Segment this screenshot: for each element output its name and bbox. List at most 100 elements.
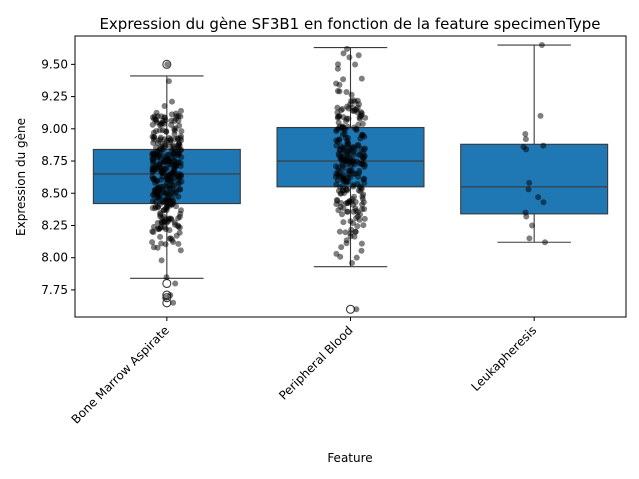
- data-point: [149, 121, 156, 128]
- data-point: [178, 107, 184, 114]
- data-point: [163, 274, 170, 281]
- data-point: [164, 184, 171, 191]
- data-point: [347, 233, 354, 240]
- data-point: [149, 239, 156, 246]
- data-point: [348, 91, 355, 98]
- data-point: [358, 146, 365, 152]
- data-point: [170, 299, 177, 306]
- data-point: [168, 111, 175, 118]
- x-tick-label: Peripheral Blood: [276, 323, 355, 402]
- data-point: [154, 148, 161, 155]
- data-point: [149, 205, 156, 211]
- data-point: [335, 61, 341, 68]
- data-point: [529, 222, 536, 229]
- data-point: [172, 280, 179, 287]
- data-point: [353, 207, 360, 214]
- data-point: [158, 257, 165, 264]
- data-point: [156, 161, 162, 168]
- data-point: [174, 135, 181, 142]
- data-point: [336, 228, 343, 235]
- data-point: [351, 146, 358, 153]
- data-point: [361, 133, 368, 140]
- data-point: [177, 163, 184, 170]
- x-tick-label: Leukapheresis: [469, 323, 540, 394]
- data-point: [163, 128, 170, 135]
- data-point: [176, 224, 183, 231]
- data-point: [340, 154, 346, 160]
- y-tick-label: 8.50: [41, 186, 68, 200]
- data-point: [334, 88, 341, 94]
- data-point: [352, 228, 359, 235]
- data-point: [526, 235, 533, 242]
- data-point: [160, 213, 167, 220]
- data-point: [175, 240, 182, 247]
- data-point: [360, 222, 367, 229]
- data-point: [175, 193, 182, 200]
- data-point: [351, 108, 358, 114]
- data-point: [525, 186, 532, 193]
- data-point: [340, 76, 347, 83]
- data-point: [161, 136, 168, 143]
- data-point: [356, 115, 363, 122]
- data-point: [345, 105, 352, 112]
- data-point: [163, 190, 170, 197]
- data-point: [173, 115, 180, 122]
- data-point: [355, 121, 362, 128]
- strip-points: [149, 61, 185, 306]
- data-point: [169, 98, 175, 105]
- data-point: [354, 142, 361, 149]
- box-iqr: [460, 143, 609, 215]
- data-point: [526, 179, 533, 186]
- data-point: [164, 61, 171, 68]
- data-point: [347, 218, 354, 225]
- data-point: [161, 218, 168, 225]
- data-point: [157, 233, 164, 240]
- data-point: [522, 136, 529, 143]
- data-point: [153, 128, 159, 135]
- x-axis-label: Feature: [327, 451, 372, 465]
- data-point: [356, 160, 363, 167]
- data-point: [176, 140, 183, 147]
- data-point: [177, 210, 184, 217]
- data-point: [156, 225, 163, 232]
- data-point: [335, 207, 342, 214]
- data-point: [152, 179, 159, 186]
- data-point: [172, 221, 178, 228]
- y-tick-label: 9.25: [41, 90, 68, 104]
- data-point: [542, 239, 548, 246]
- outlier-point: [162, 59, 172, 69]
- data-point: [339, 165, 346, 172]
- data-point: [156, 185, 163, 192]
- data-point: [173, 232, 180, 239]
- data-point: [150, 244, 157, 251]
- data-point: [333, 170, 340, 177]
- data-point: [165, 156, 172, 163]
- data-point: [359, 120, 366, 127]
- data-point: [161, 158, 167, 165]
- data-point: [169, 171, 176, 178]
- data-point: [335, 125, 342, 132]
- data-point: [353, 306, 360, 313]
- data-point: [339, 211, 345, 218]
- data-point: [158, 240, 165, 247]
- data-point: [343, 240, 350, 247]
- data-point: [333, 80, 340, 87]
- data-point: [151, 189, 158, 196]
- data-point: [344, 157, 351, 164]
- data-point: [161, 103, 168, 109]
- data-point: [168, 121, 175, 128]
- data-point: [337, 253, 344, 260]
- data-point: [168, 117, 175, 124]
- data-point: [163, 165, 170, 172]
- data-point: [338, 244, 345, 251]
- data-point: [158, 143, 164, 150]
- y-tick-label: 8.25: [41, 218, 68, 232]
- data-point: [538, 42, 545, 48]
- data-point: [155, 204, 161, 211]
- data-point: [150, 229, 157, 236]
- data-point: [344, 123, 351, 130]
- data-point: [353, 254, 360, 261]
- data-point: [334, 197, 341, 204]
- data-point: [149, 156, 156, 163]
